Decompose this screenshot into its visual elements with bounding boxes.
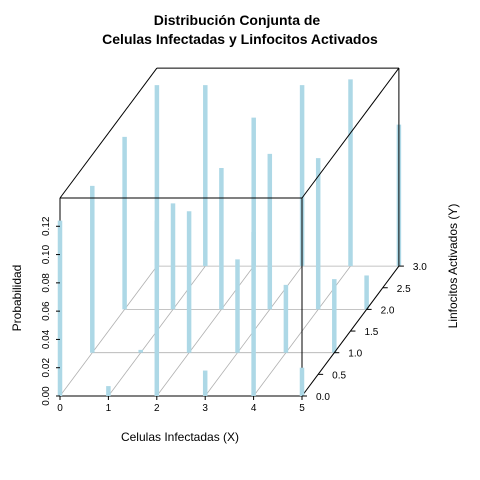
z-tick-label: 0.02 <box>41 358 52 378</box>
z-tick-label: 0.00 <box>41 386 52 406</box>
y-tick-label: 0.0 <box>316 392 330 403</box>
bars-back-layer <box>90 79 402 353</box>
y-tick-label: 1.5 <box>364 327 378 338</box>
floor-grid <box>59 265 400 397</box>
z-tick-label: 0.06 <box>41 301 52 321</box>
y-tick-label: 1.0 <box>348 349 362 360</box>
ticks: 0 1 2 3 4 5 0.00.51.01.52.02.53.0 0.00 0.02 0.04 0… <box>41 216 427 414</box>
x-tick-label: 2 <box>154 403 160 414</box>
bars-front-layer <box>57 220 305 396</box>
y-tick-label: 3.0 <box>413 262 427 273</box>
z-axis-label: Probabilidad <box>10 265 24 332</box>
y-tick-label: 2.5 <box>397 284 411 295</box>
x-tick-label: 3 <box>202 403 208 414</box>
grid-line-x <box>59 265 158 397</box>
x-tick-label: 1 <box>106 403 112 414</box>
x-tick-label: 5 <box>299 403 305 414</box>
z-tick-label: 0.04 <box>41 329 52 349</box>
y-tick-label: 2.0 <box>381 305 395 316</box>
bounding-box <box>59 67 400 397</box>
box-edge <box>59 67 158 199</box>
x-tick-label: 4 <box>251 403 257 414</box>
z-tick-label: 0.12 <box>41 216 52 236</box>
y-tick-label: 0.5 <box>332 370 346 381</box>
z-tick-label: 0.08 <box>41 273 52 293</box>
x-axis-label: Celulas Infectadas (X) <box>121 430 239 444</box>
chart-title-line-2: Celulas Infectadas y Linfocitos Activado… <box>102 31 378 47</box>
z-tick-label: 0.10 <box>41 244 52 264</box>
box-edge <box>301 67 400 199</box>
x-tick-label: 0 <box>57 403 63 414</box>
y-axis-label: Linfocitos Activados (Y) <box>446 204 460 329</box>
chart-title-line-1: Distribución Conjunta de <box>154 12 321 28</box>
